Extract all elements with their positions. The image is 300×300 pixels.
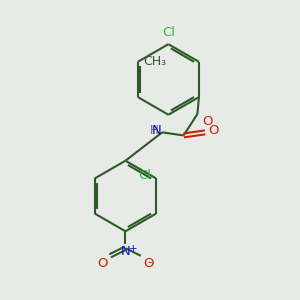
Text: O: O	[143, 257, 154, 270]
Text: -: -	[148, 256, 152, 269]
Text: H: H	[150, 124, 158, 137]
Text: Cl: Cl	[138, 169, 152, 182]
Text: Cl: Cl	[162, 26, 175, 39]
Text: N: N	[152, 124, 161, 137]
Text: +: +	[129, 244, 138, 254]
Text: N: N	[121, 245, 130, 258]
Text: CH₃: CH₃	[143, 55, 167, 68]
Text: O: O	[202, 116, 212, 128]
Text: O: O	[208, 124, 219, 137]
Text: O: O	[97, 257, 108, 270]
